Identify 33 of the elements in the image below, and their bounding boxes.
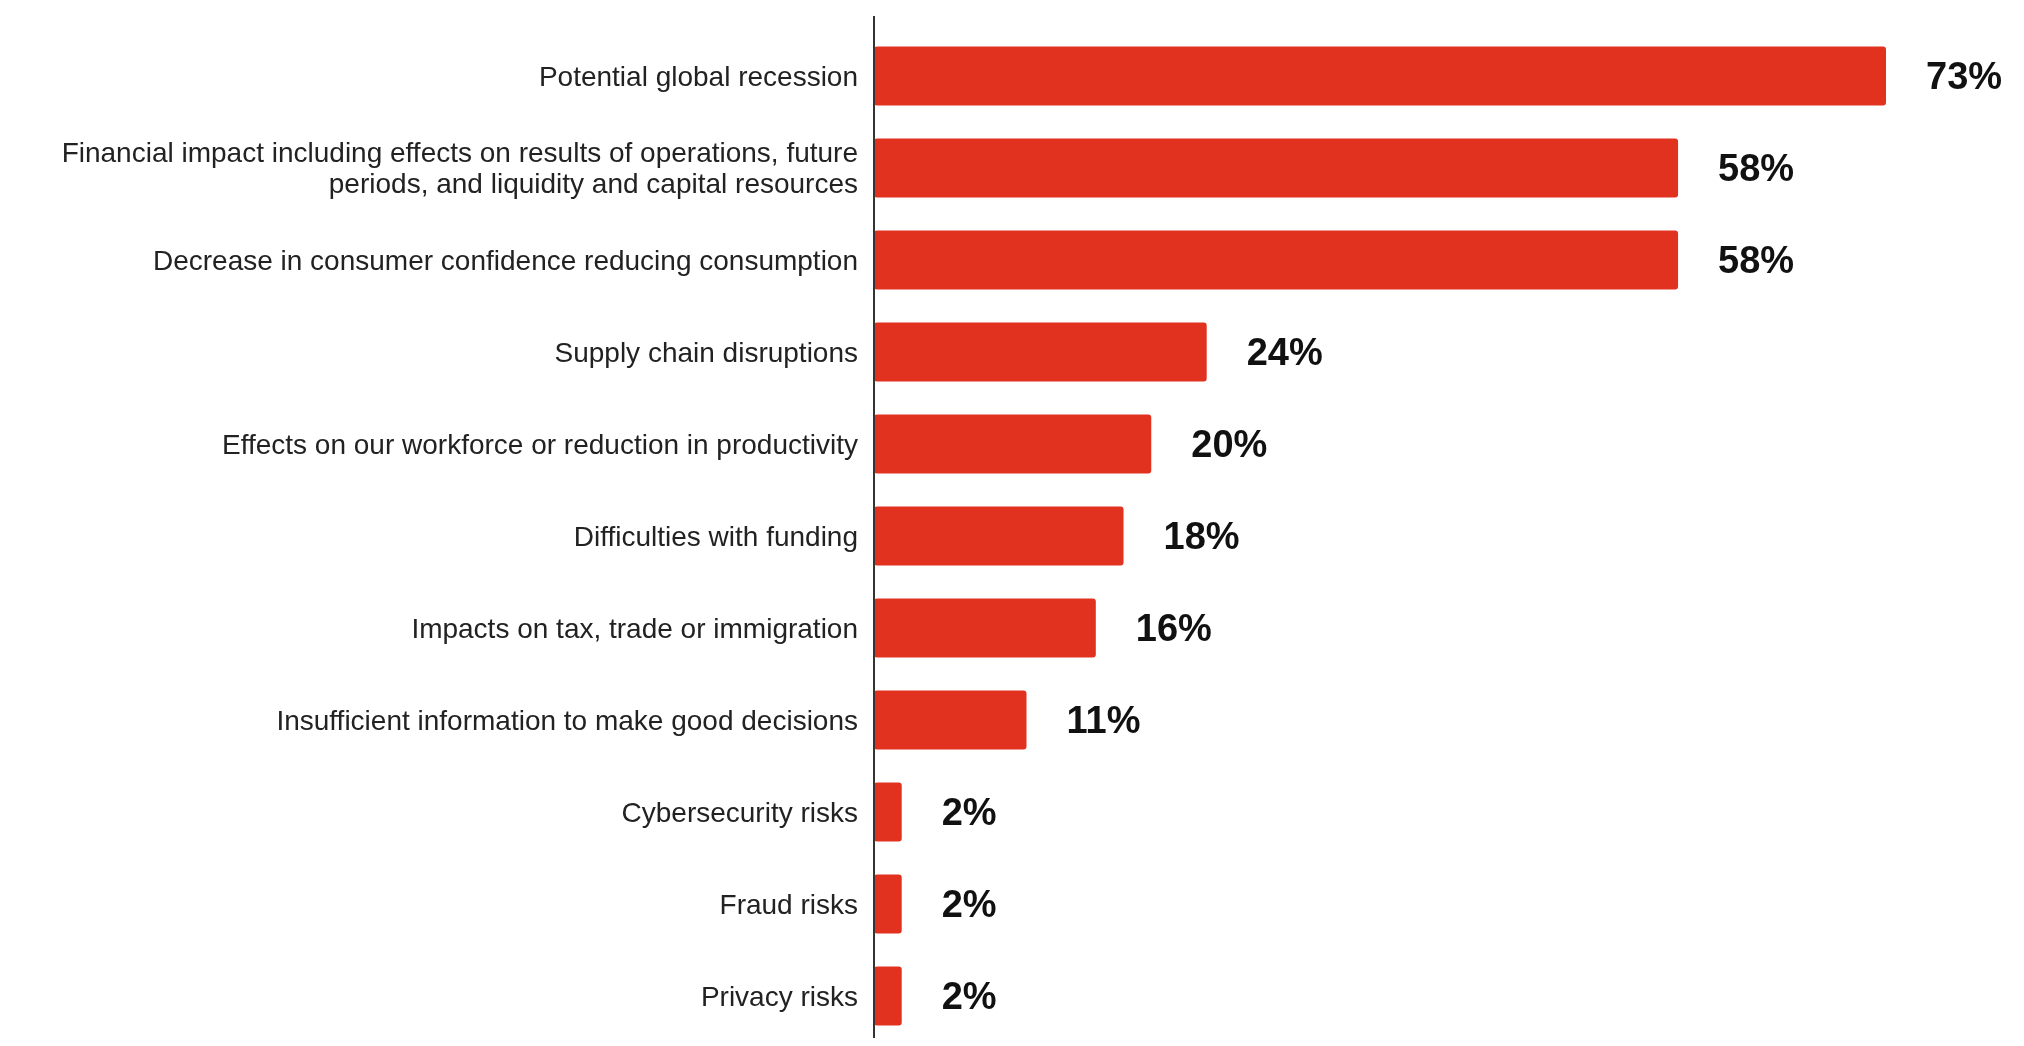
y-tick-label: Effects on our workforce or reduction in productivity <box>221 428 858 460</box>
y-tick-label: Cybersecurity risks <box>621 796 858 828</box>
y-tick-label: Supply chain disruptions <box>554 336 858 368</box>
bar <box>874 230 1679 290</box>
bar <box>874 46 1886 106</box>
data-label: 16% <box>1135 607 1212 650</box>
data-label: 2% <box>941 975 997 1018</box>
data-label: 20% <box>1191 423 1268 466</box>
bar <box>874 782 902 842</box>
bar <box>874 506 1124 566</box>
data-label: 2% <box>941 791 997 834</box>
y-tick-label: Potential global recession <box>538 60 858 92</box>
bar <box>874 598 1096 658</box>
data-label: 58% <box>1718 147 1795 190</box>
y-tick-label: Privacy risks <box>700 980 858 1012</box>
y-tick-label: Difficulties with funding <box>573 520 858 552</box>
bar <box>874 874 902 934</box>
y-tick-label: Financial impact including effects on results of operations, future periods, and liquidity and capital resources <box>61 137 858 200</box>
data-label: 58% <box>1718 239 1795 282</box>
y-tick-label: Insufficient information to make good decisions <box>276 704 858 736</box>
bar <box>874 414 1152 474</box>
y-tick-label: Impacts on tax, trade or immigration <box>411 612 858 644</box>
data-label: 11% <box>1066 699 1141 742</box>
bar <box>874 690 1027 750</box>
data-label: 24% <box>1246 331 1323 374</box>
data-label: 2% <box>941 883 997 926</box>
y-tick-label: Decrease in consumer confidence reducing consumption <box>152 244 858 276</box>
bar <box>874 138 1679 198</box>
data-label: 73% <box>1926 55 2003 98</box>
bar <box>874 322 1207 382</box>
data-label: 18% <box>1163 515 1240 558</box>
y-tick-label: Fraud risks <box>719 888 858 920</box>
bar <box>874 966 902 1026</box>
